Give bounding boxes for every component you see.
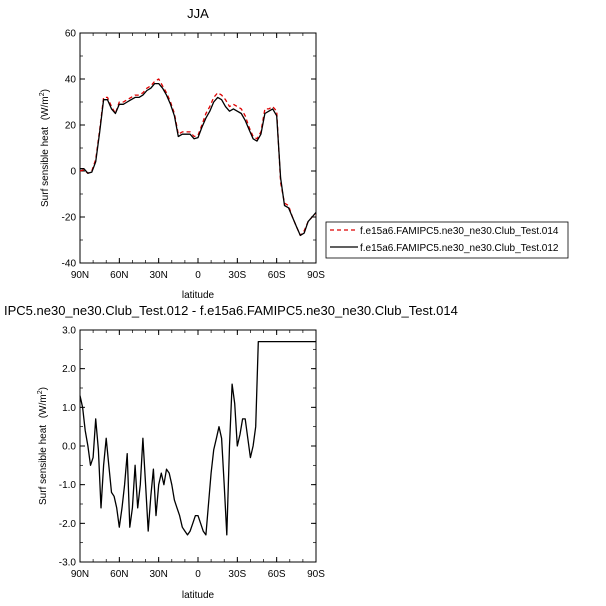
bottom-chart-title: IPC5.ne30_ne30.Club_Test.012 - f.e15a6.F… (4, 303, 458, 318)
bottom-y-tick-label: -1.0 (59, 480, 77, 491)
bottom-x-tick-label: 60N (110, 569, 128, 580)
top-y-tick-label: -20 (62, 213, 77, 224)
bottom-x-tick-label: 90S (307, 569, 325, 580)
bottom-x-tick-label: 60S (268, 569, 286, 580)
top-series-line-1 (80, 82, 317, 237)
top-y-tick-label: 0 (70, 167, 76, 178)
bottom-y-axis-label-unit-close: ) (38, 387, 49, 390)
top-y-axis-label-unit-sup: 2 (39, 92, 46, 96)
top-chart-title: JJA (187, 6, 209, 21)
top-y-axis-label-unit-close: ) (40, 89, 51, 92)
bottom-x-tick-label: 90N (71, 569, 89, 580)
bottom-y-axis-label-text: Surf sensible heat (38, 425, 49, 505)
bottom-y-ticks: -3.0 -2.0 -1.0 0.0 1.0 2.0 3.0 (59, 326, 316, 569)
top-x-ticks: 90N 60N 30N 0 30S 60S 90S (71, 33, 325, 281)
bottom-y-tick-label: -2.0 (59, 519, 77, 530)
bottom-plot-frame (79, 329, 317, 563)
bottom-y-axis-label-unit: (W/m (38, 394, 49, 418)
top-chart: JJA -40 -20 0 20 40 60 90N 60N 30N 0 30S 60S 90S la… (39, 6, 569, 301)
bottom-x-tick-label: 30S (228, 569, 246, 580)
legend-label-test012: f.e15a6.FAMIPC5.ne30_ne30.Club_Test.012 (360, 243, 559, 254)
bottom-chart: IPC5.ne30_ne30.Club_Test.012 - f.e15a6.F… (4, 303, 458, 601)
top-x-tick-label: 90N (71, 270, 89, 281)
bottom-y-tick-label: 0.0 (62, 442, 76, 453)
bottom-x-tick-label: 0 (195, 569, 201, 580)
legend-box (325, 221, 569, 259)
top-x-tick-label: 90S (307, 270, 325, 281)
bottom-x-ticks: 90N 60N 30N 0 30S 60S 90S (71, 330, 325, 580)
top-y-axis-label-unit: (W/m (40, 96, 51, 120)
top-x-tick-label: 30N (149, 270, 167, 281)
legend-label-test014: f.e15a6.FAMIPC5.ne30_ne30.Club_Test.014 (360, 226, 559, 237)
bottom-y-tick-label: 1.0 (62, 403, 76, 414)
bottom-y-tick-label: 2.0 (62, 364, 76, 375)
top-series-lines (79, 78, 317, 237)
top-y-tick-label: 60 (65, 29, 77, 40)
top-x-tick-label: 0 (195, 270, 201, 281)
top-x-axis-label: latitude (182, 290, 215, 301)
top-y-tick-label: 40 (65, 75, 77, 86)
bottom-series-lines (79, 340, 316, 536)
bottom-y-axis-label: Surf sensible heat (W/m2) (37, 387, 49, 505)
top-series-line-0 (79, 78, 317, 237)
bottom-x-tick-label: 30N (149, 569, 167, 580)
top-y-tick-label: 20 (65, 121, 77, 132)
top-y-ticks: -40 -20 0 20 40 60 (62, 29, 316, 270)
top-x-tick-label: 60N (110, 270, 128, 281)
bottom-y-tick-label: 3.0 (62, 326, 76, 337)
top-x-tick-label: 60S (268, 270, 286, 281)
bottom-y-axis-label-unit-sup: 2 (37, 390, 44, 394)
legend: f.e15a6.FAMIPC5.ne30_ne30.Club_Test.014 … (325, 221, 569, 259)
top-x-tick-label: 30S (228, 270, 246, 281)
top-y-tick-label: -40 (62, 259, 77, 270)
bottom-series-line-0 (79, 340, 316, 536)
bottom-x-axis-label: latitude (182, 590, 215, 601)
bottom-y-tick-label: -3.0 (59, 558, 77, 569)
top-plot-frame (79, 32, 317, 264)
top-y-axis-label: Surf sensible heat (W/m2) (39, 89, 51, 207)
top-y-axis-label-text: Surf sensible heat (40, 127, 51, 207)
